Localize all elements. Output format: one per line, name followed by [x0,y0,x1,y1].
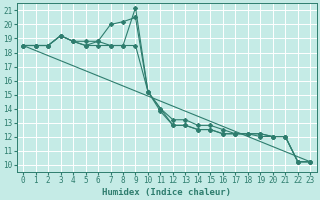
X-axis label: Humidex (Indice chaleur): Humidex (Indice chaleur) [102,188,231,197]
